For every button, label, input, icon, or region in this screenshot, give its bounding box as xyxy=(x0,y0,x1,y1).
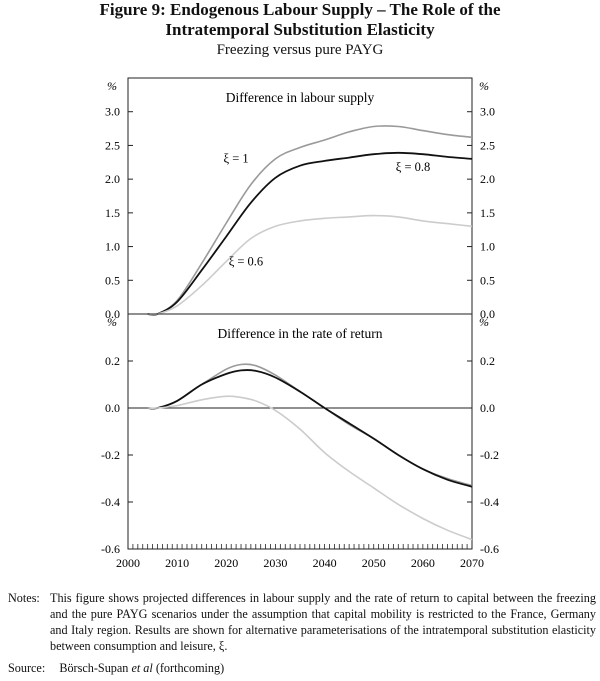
unit-label-left: % xyxy=(107,79,117,93)
series-label: ξ = 0.6 xyxy=(229,254,264,268)
y-tick-label-left: -0.4 xyxy=(101,495,120,509)
y-tick-label-left: 1.5 xyxy=(105,206,120,220)
y-tick-label-left: -0.2 xyxy=(101,448,120,462)
notes-label: Notes: xyxy=(8,591,40,605)
y-tick-label-left: 0.0 xyxy=(105,307,120,321)
y-tick-label-left: 0.0 xyxy=(105,401,120,415)
y-tick-label-left: 0.5 xyxy=(105,273,120,287)
series-label: ξ = 1 xyxy=(224,151,249,165)
unit-label-right: % xyxy=(479,315,489,329)
y-tick-label-right: -0.6 xyxy=(480,542,499,556)
x-tick-label: 2020 xyxy=(214,556,238,570)
series-line-xi06 xyxy=(147,214,473,316)
source-label: Source: xyxy=(8,661,46,675)
x-tick-label: 2050 xyxy=(362,556,386,570)
x-tick-label: 2040 xyxy=(313,556,337,570)
panel-frame xyxy=(127,77,473,315)
y-tick-label-left: 3.0 xyxy=(105,105,120,119)
notes-text: This figure shows projected differences … xyxy=(50,591,596,653)
chart-figure: 0.0 0.0 0.5 0.5 1.0 1.0 1.5 1.5 2.0 2.0 2.5 2.5 3.0 3… xyxy=(101,77,499,570)
y-tick-label-left: 2.0 xyxy=(105,172,120,186)
series-line-xi06 xyxy=(147,395,473,541)
x-tick-label: 2070 xyxy=(460,556,484,570)
y-tick-label-right: -0.2 xyxy=(480,448,499,462)
y-tick-label-right: 0.5 xyxy=(480,273,495,287)
y-tick-label-right: -0.4 xyxy=(480,495,499,509)
y-tick-label-left: 0.2 xyxy=(105,354,120,368)
x-tick-label: 2060 xyxy=(411,556,435,570)
series-line-xi08 xyxy=(147,369,473,488)
y-tick-label-left: 1.0 xyxy=(105,240,120,254)
source-year: (forthcoming) xyxy=(152,661,225,675)
figure-subtitle: Freezing versus pure PAYG xyxy=(216,42,384,58)
y-tick-label-right: 2.5 xyxy=(480,138,495,152)
y-tick-label-right: 1.5 xyxy=(480,206,495,220)
unit-label-right: % xyxy=(479,79,489,93)
panel-rate-of-return: -0.6 -0.6 -0.4 -0.4 -0.2 -0.2 0.0 0.0 0.2 0.2% % Di… xyxy=(101,313,499,556)
y-tick-label-right: 1.0 xyxy=(480,240,495,254)
panel-title: Difference in the rate of return xyxy=(217,326,382,341)
y-tick-label-right: 2.0 xyxy=(480,172,495,186)
x-tick-label: 2010 xyxy=(165,556,189,570)
panel-frame xyxy=(127,313,473,550)
x-axis: 2000 2010 2020 2030 2040 2050 2060 2070 xyxy=(116,544,484,570)
unit-label-left: % xyxy=(107,315,117,329)
y-tick-label-right: 3.0 xyxy=(480,105,495,119)
series-line-xi1 xyxy=(147,125,473,316)
source-line: Source: Börsch-Supan et al (forthcoming) xyxy=(8,660,224,676)
source-etal: et al xyxy=(131,661,153,675)
series-line-xi1 xyxy=(147,363,473,487)
y-tick-label-left: 2.5 xyxy=(105,138,120,152)
source-authors: Börsch-Supan xyxy=(59,661,132,675)
figure-title-line1: Figure 9: Endogenous Labour Supply – The… xyxy=(99,0,501,19)
x-tick-label: 2030 xyxy=(263,556,287,570)
panel-title: Difference in labour supply xyxy=(226,90,375,105)
figure-title-line2: Intratemporal Substitution Elasticity xyxy=(165,20,435,39)
y-tick-label-right: 0.0 xyxy=(480,307,495,321)
series-line-xi08 xyxy=(147,151,473,316)
x-tick-label: 2000 xyxy=(116,556,140,570)
series-label: ξ = 0.8 xyxy=(396,160,431,174)
y-tick-label-right: 0.2 xyxy=(480,354,495,368)
y-tick-label-right: 0.0 xyxy=(480,401,495,415)
panel-labour-supply: 0.0 0.0 0.5 0.5 1.0 1.0 1.5 1.5 2.0 2.0 2.5 2.5 3.0 3… xyxy=(105,77,495,321)
y-tick-label-left: -0.6 xyxy=(101,542,120,556)
